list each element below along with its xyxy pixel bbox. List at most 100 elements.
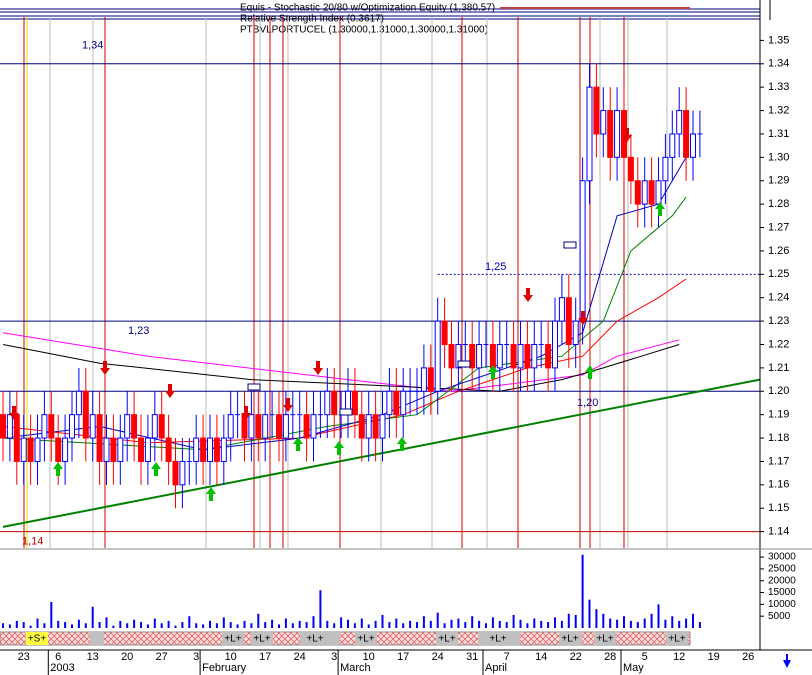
x-tick-label: 6: [55, 651, 61, 663]
y-tick-label: 1.15: [768, 502, 789, 514]
candle-body: [27, 437, 34, 462]
symbol-label: PTBVLPORTUCEL (1.30000,1.31000,1.30000,1…: [240, 25, 488, 36]
x-tick-label: 7: [504, 651, 510, 663]
buy-arrow: [151, 462, 161, 476]
candle-body: [193, 437, 200, 462]
strip-label: +L+: [561, 634, 578, 645]
y-tick-label: 1.31: [768, 128, 789, 140]
candle-body: [662, 156, 669, 182]
candle-body: [448, 343, 455, 369]
candle-body: [676, 110, 683, 135]
candle-body: [669, 133, 676, 158]
y-tick-label: 1.18: [768, 432, 789, 444]
candle-body: [48, 414, 55, 439]
y-tick-label: 1.19: [768, 409, 789, 421]
candle-body: [124, 414, 131, 439]
candle-body: [489, 343, 496, 369]
candle-body: [648, 180, 655, 205]
month-label: May: [623, 662, 644, 674]
x-tick-label: 12: [673, 651, 685, 663]
sell-arrow: [241, 406, 251, 420]
strip-block: [436, 632, 458, 645]
month-label: April: [485, 662, 507, 674]
candle-body: [690, 133, 696, 158]
candle-body: [310, 414, 317, 439]
chart-subtitle: Relative Strength Index (0.3617): [240, 14, 384, 25]
month-label: 2003: [50, 662, 74, 674]
candle-body: [607, 110, 614, 158]
candle-body: [517, 343, 524, 369]
level-label: 1,20: [577, 397, 598, 409]
y-tick-label: 1.16: [768, 479, 789, 491]
strip-block: [251, 632, 273, 645]
axis-labels: 1.14 1.15 1.16 1.17 1.18 1.19 1.20 1.21 1.22 1.23…: [18, 34, 796, 675]
flag: [563, 241, 577, 249]
candle-body: [579, 180, 586, 322]
sell-arrow: [283, 398, 293, 412]
y-tick-label: 1.29: [768, 175, 789, 187]
buy-arrow: [655, 202, 665, 216]
strip-label: +L+: [596, 634, 613, 645]
candle-body: [20, 437, 27, 462]
strip-block: [26, 632, 48, 645]
x-tick-label: 13: [87, 651, 99, 663]
trendline: [2, 378, 761, 528]
volume-tick-label: 30000: [768, 552, 796, 563]
candle-body: [151, 414, 158, 439]
x-tick-label: 19: [708, 651, 720, 663]
y-tick-label: 1.30: [768, 151, 789, 163]
strip-block: [594, 632, 616, 645]
level-label: 1,23: [128, 325, 149, 337]
strip-block: [487, 632, 509, 645]
month-label: March: [340, 662, 371, 674]
candle-body: [400, 390, 407, 416]
volume-tick-label: 15000: [768, 587, 796, 598]
candle-body: [158, 414, 165, 439]
sell-arrow: [100, 361, 110, 375]
candle-body: [441, 320, 448, 345]
strip-label: +L+: [306, 634, 323, 645]
candle-body: [593, 86, 600, 135]
candle-body: [476, 343, 483, 369]
x-tick-label: 31: [466, 651, 478, 663]
date-markers: [23, 17, 668, 548]
candle-body: [13, 414, 20, 462]
y-tick-label: 1.22: [768, 338, 789, 350]
candle-body: [110, 437, 117, 462]
level-label: 1,34: [82, 40, 103, 52]
y-tick-label: 1.17: [768, 455, 789, 467]
signal-strip: +S+ +L+ +L+ +L+ +L+ +L+ +L+ +L+ +L+ +L+: [0, 631, 691, 646]
candle-body: [55, 437, 62, 462]
candle-body: [41, 414, 48, 439]
x-tick-label: 27: [156, 651, 168, 663]
candle-body: [496, 343, 503, 369]
x-tick-label: 26: [742, 651, 754, 663]
price-pane: [0, 63, 703, 509]
candle-body: [165, 437, 172, 462]
scroll-arrow[interactable]: [783, 654, 791, 668]
strip-block: [90, 632, 104, 645]
x-tick-label: 5: [642, 651, 648, 663]
strip-label: +L+: [357, 634, 374, 645]
volume-pane: [2, 554, 701, 628]
candle-body: [683, 110, 690, 158]
buy-arrow: [293, 437, 303, 451]
chart-title: Equis - Stochastic 20/80 w/Optimization …: [240, 3, 495, 14]
y-tick-label: 1.32: [768, 104, 789, 116]
candle-body: [262, 414, 269, 439]
candle-body: [69, 414, 75, 439]
candle-body: [572, 320, 579, 345]
x-tick-label: 14: [535, 651, 547, 663]
candle-body: [331, 390, 338, 416]
y-tick-label: 1.20: [768, 385, 789, 397]
signals: [9, 128, 665, 501]
strip-label: +L+: [253, 634, 270, 645]
month-label: February: [202, 662, 247, 674]
sell-arrow: [165, 384, 175, 398]
candle-body: [469, 343, 476, 369]
candle-body: [62, 437, 69, 462]
candle-body: [0, 414, 6, 439]
candle-body: [34, 437, 41, 462]
candle-body: [386, 390, 393, 416]
